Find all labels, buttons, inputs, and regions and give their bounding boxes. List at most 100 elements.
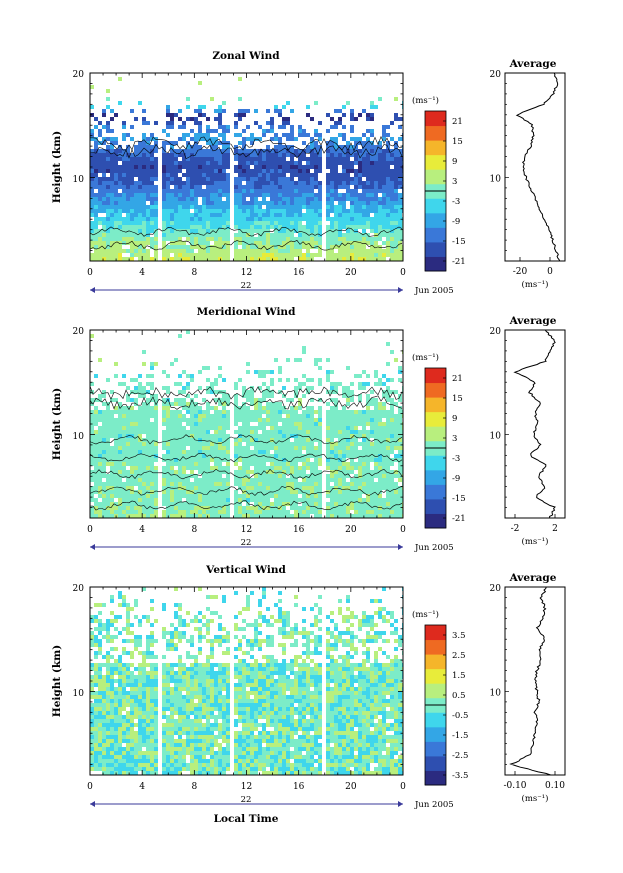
heatmap-cell xyxy=(302,153,306,157)
heatmap-cell xyxy=(334,466,338,470)
heatmap-cell xyxy=(246,502,250,506)
heatmap-cell xyxy=(270,253,274,257)
heatmap-cell xyxy=(190,378,194,382)
heatmap-cell xyxy=(270,137,274,141)
contour-line xyxy=(90,395,403,411)
heatmap-cell xyxy=(194,406,198,410)
heatmap-cell xyxy=(130,446,134,450)
heatmap-cell xyxy=(106,181,110,185)
heatmap-cell xyxy=(302,374,306,378)
heatmap-cell xyxy=(334,125,338,129)
heatmap-cell xyxy=(218,470,222,474)
heatmap-cell xyxy=(250,442,254,446)
heatmap-cell xyxy=(398,378,402,382)
heatmap-cell xyxy=(254,209,258,213)
heatmap-cell xyxy=(222,406,226,410)
heatmap-cell xyxy=(182,454,186,458)
heatmap-cell xyxy=(90,490,94,494)
heatmap-cell xyxy=(290,133,294,137)
heatmap-cell xyxy=(106,197,110,201)
heatmap-cell xyxy=(362,462,366,466)
heatmap-cell xyxy=(218,482,222,486)
heatmap-cell xyxy=(298,149,302,153)
heatmap-cell xyxy=(142,253,146,257)
heatmap-cell xyxy=(118,450,122,454)
heatmap-cell xyxy=(202,458,206,462)
heatmap-cell xyxy=(210,478,214,482)
heatmap-cell xyxy=(102,494,106,498)
heatmap-cell xyxy=(330,486,334,490)
heatmap-cell xyxy=(254,406,258,410)
heatmap-cell xyxy=(214,418,218,422)
heatmap-cell xyxy=(150,173,154,177)
heatmap-cell xyxy=(214,169,218,173)
heatmap-cell xyxy=(350,253,354,257)
heatmap-cell xyxy=(234,249,238,253)
heatmap-cell xyxy=(298,233,302,237)
heatmap-cell xyxy=(130,398,134,402)
heatmap-cell xyxy=(186,482,190,486)
heatmap-cell xyxy=(306,434,310,438)
heatmap-cell xyxy=(154,241,158,245)
heatmap-cell xyxy=(186,374,190,378)
heatmap-cell xyxy=(250,169,254,173)
heatmap-cell xyxy=(166,237,170,241)
heatmap-cell xyxy=(110,141,114,145)
heatmap-cell xyxy=(258,418,262,422)
heatmap-cell xyxy=(134,514,138,518)
heatmap-cell xyxy=(222,169,226,173)
heatmap-cell xyxy=(306,442,310,446)
heatmap-cell xyxy=(290,466,294,470)
heatmap-cell xyxy=(378,462,382,466)
heatmap-cell xyxy=(306,458,310,462)
heatmap-cell xyxy=(354,197,358,201)
heatmap-cell xyxy=(386,245,390,249)
heatmap-cell xyxy=(202,466,206,470)
heatmap-cell xyxy=(222,125,226,129)
heatmap-cell xyxy=(382,434,386,438)
heatmap-cell xyxy=(246,225,250,229)
heatmap-cell xyxy=(310,378,314,382)
heatmap-cell xyxy=(278,366,282,370)
heatmap-cell xyxy=(258,442,262,446)
heatmap-cell xyxy=(222,514,226,518)
heatmap-cell xyxy=(258,458,262,462)
heatmap-cell xyxy=(278,217,282,221)
heatmap-cell xyxy=(214,137,218,141)
heatmap-cell xyxy=(362,133,366,137)
heatmap-cell xyxy=(186,330,190,334)
heatmap-cell xyxy=(262,253,266,257)
heatmap-cell xyxy=(394,117,398,121)
heatmap-cell xyxy=(378,482,382,486)
heatmap-cell xyxy=(178,245,182,249)
heatmap-cell xyxy=(282,241,286,245)
heatmap-cell xyxy=(186,430,190,434)
heatmap-cell xyxy=(114,474,118,478)
heatmap-cell xyxy=(114,165,118,169)
heatmap-cell xyxy=(178,466,182,470)
heatmap-cell xyxy=(186,105,190,109)
heatmap-cell xyxy=(198,233,202,237)
heatmap-cell xyxy=(254,430,258,434)
heatmap-cell xyxy=(350,257,354,261)
heatmap-cell xyxy=(378,506,382,510)
heatmap-cell xyxy=(242,454,246,458)
heatmap-cell xyxy=(170,165,174,169)
heatmap-cell xyxy=(354,137,358,141)
heatmap-cell xyxy=(134,217,138,221)
heatmap-cell xyxy=(318,181,322,185)
heatmap-cell xyxy=(294,422,298,426)
heatmap-cell xyxy=(370,253,374,257)
heatmap-cell xyxy=(250,229,254,233)
heatmap-cell xyxy=(254,510,258,514)
heatmap-cell xyxy=(362,249,366,253)
heatmap-cell xyxy=(162,213,166,217)
heatmap-cell xyxy=(106,494,110,498)
heatmap-cell xyxy=(386,478,390,482)
heatmap-cell xyxy=(302,466,306,470)
heatmap-cell xyxy=(238,109,242,113)
heatmap-cell xyxy=(374,414,378,418)
heatmap-cell xyxy=(334,510,338,514)
heatmap-cell xyxy=(138,410,142,414)
heatmap-cell xyxy=(102,241,106,245)
